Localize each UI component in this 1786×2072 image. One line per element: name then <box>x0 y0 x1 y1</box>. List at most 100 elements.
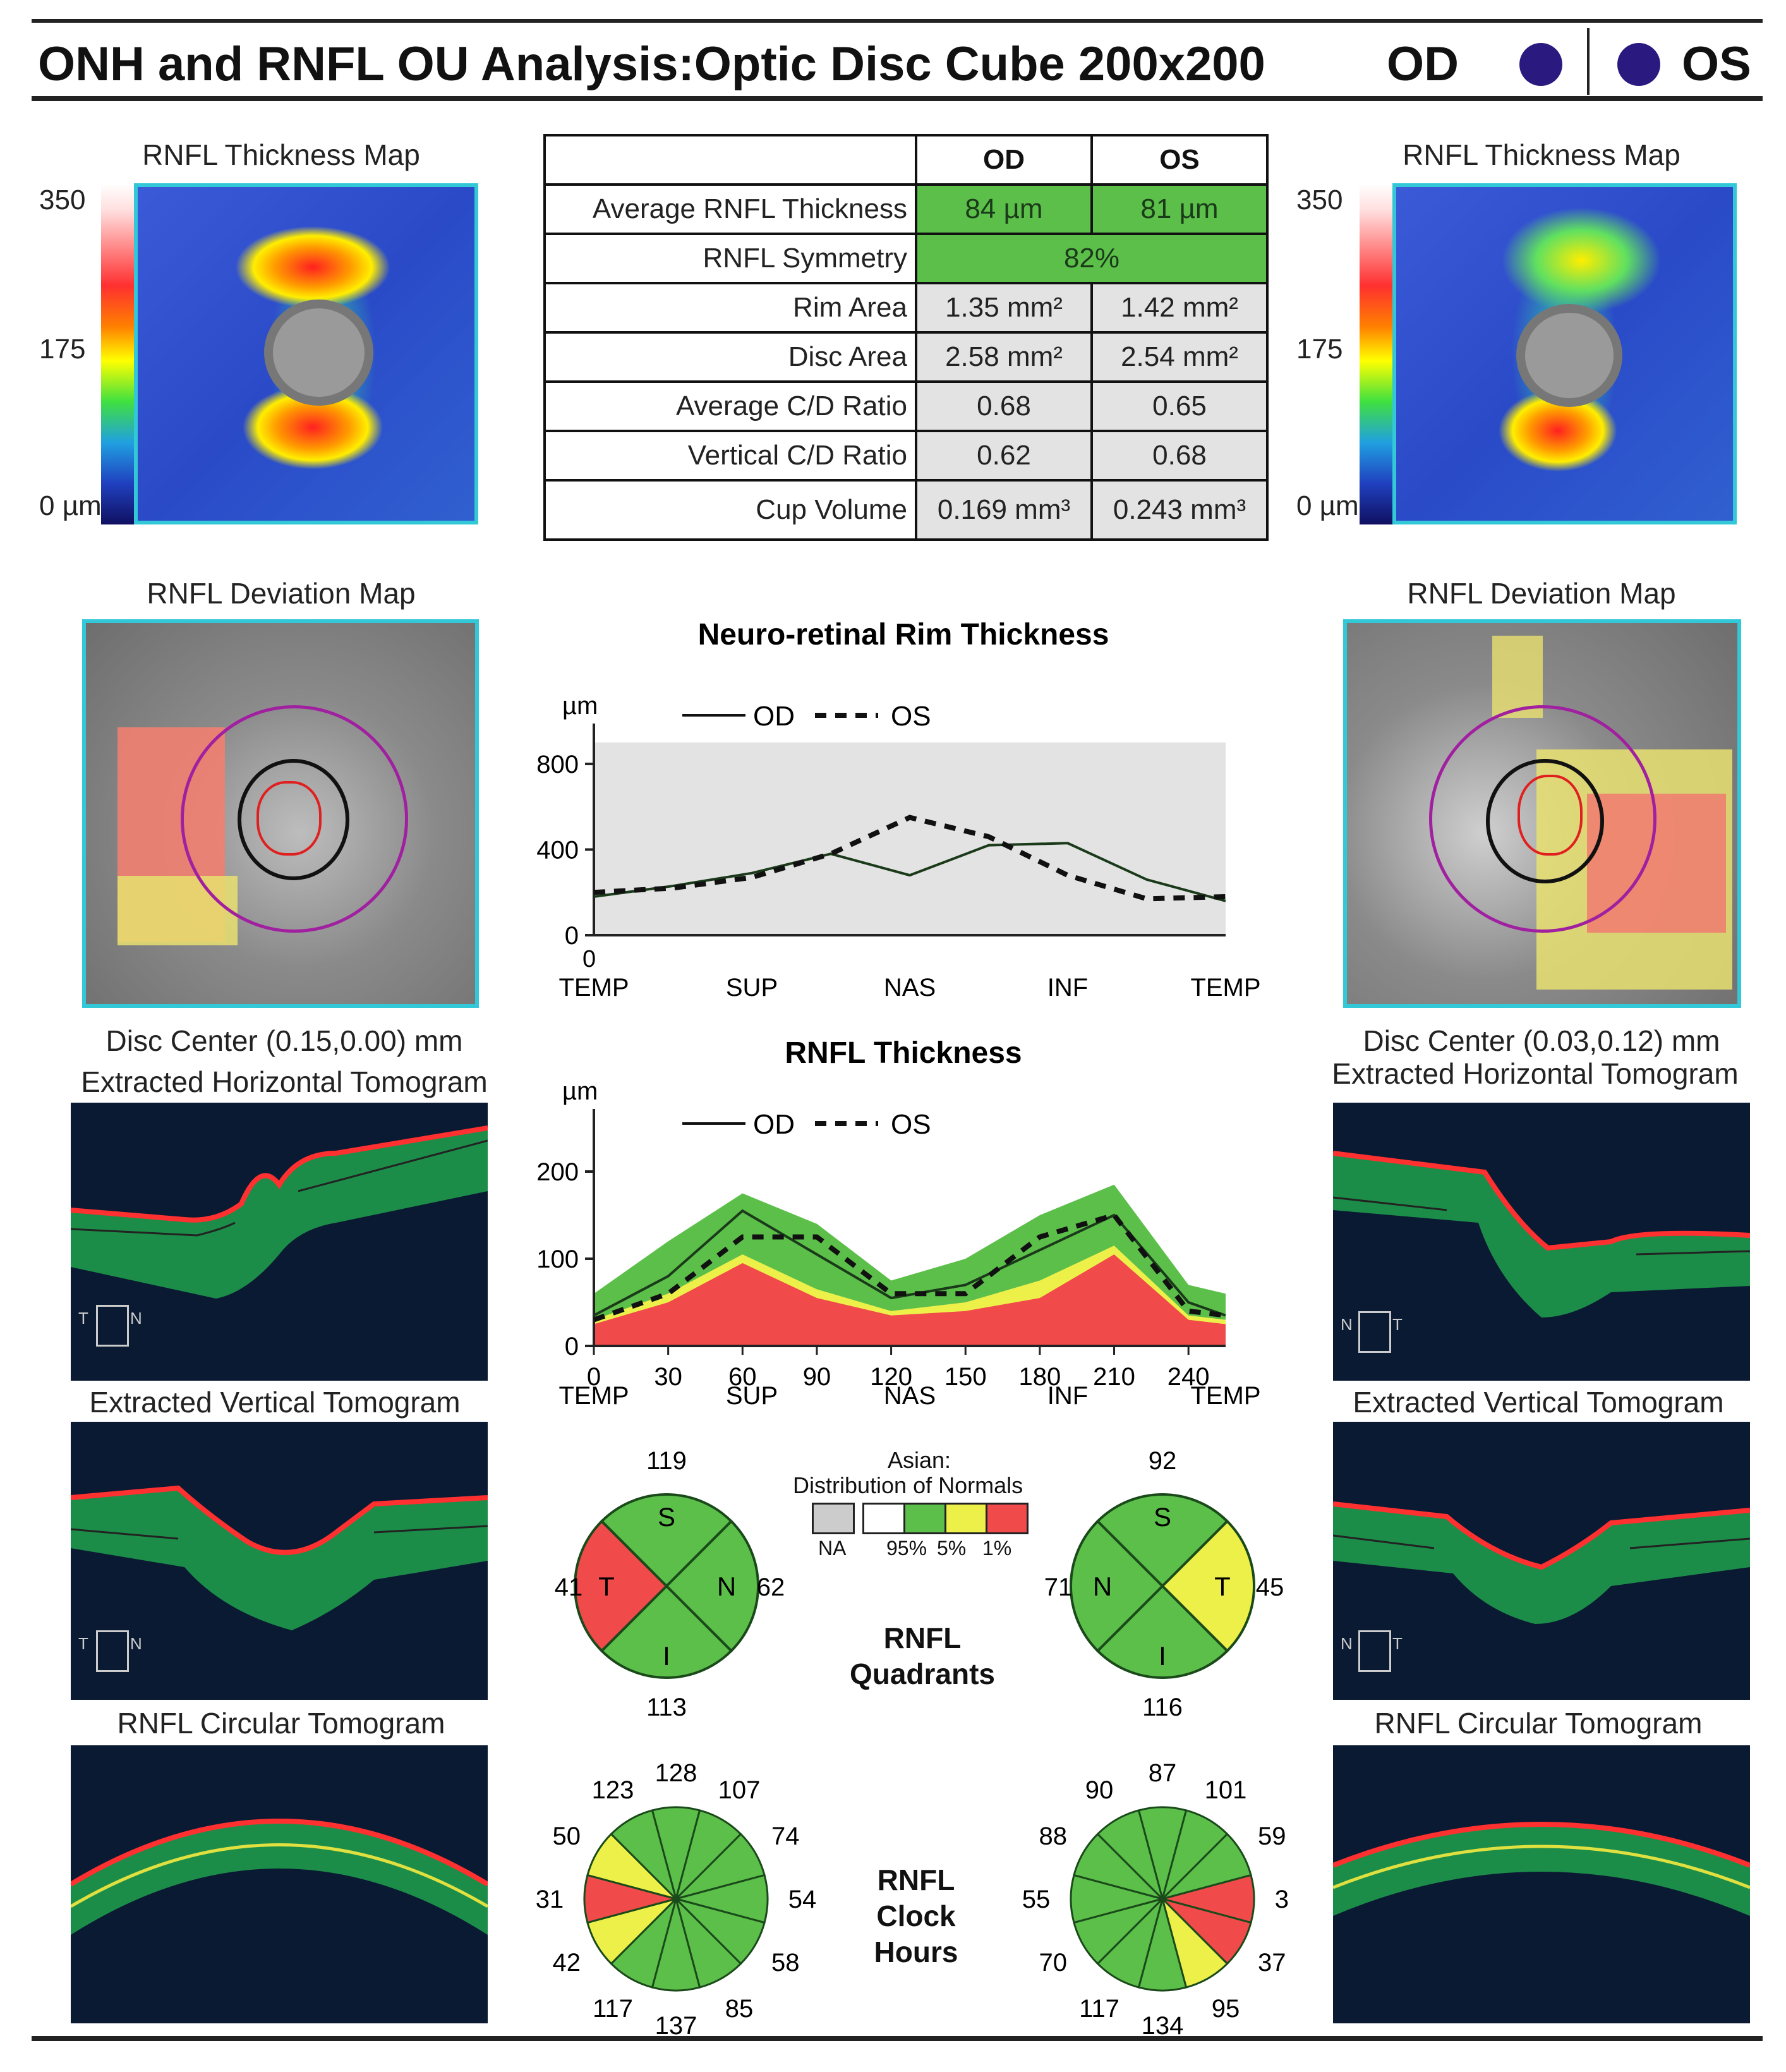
page-title: ONH and RNFL OU Analysis:Optic Disc Cube… <box>38 37 1265 91</box>
x-tick-label: 0 <box>587 1363 601 1391</box>
x-category-label: TEMP <box>1190 1382 1260 1410</box>
od-clock-value: 85 <box>725 1995 754 2023</box>
x-tick-label: 180 <box>1019 1363 1061 1391</box>
x-category-label: NAS <box>884 1382 936 1410</box>
os-clock-value: 101 <box>1205 1776 1247 1804</box>
rnfl-clock-hours: 128 107 74 54 58 85 137 117 42 31 50 123 87 101 59 38 37… <box>536 1759 1289 2040</box>
od-clock-value: 74 <box>771 1822 800 1850</box>
x-tick-label: 30 <box>654 1363 682 1391</box>
y-tick-label: 800 <box>536 751 579 779</box>
metric-label: Vertical C/D Ratio <box>543 430 917 482</box>
od-clock-value: 50 <box>553 1822 581 1850</box>
od-thickness-map-title: RNFL Thickness Map <box>142 138 420 171</box>
os-optic-disc <box>1516 304 1622 407</box>
os-clock-value: 88 <box>1039 1822 1068 1850</box>
os-scale-max: 350 <box>1296 185 1343 215</box>
os-color-scale <box>1360 183 1392 524</box>
table-row: Vertical C/D Ratio 0.62 0.68 <box>543 430 1269 482</box>
metric-od-value: 0.68 <box>915 380 1093 432</box>
os-cup-margin <box>1517 775 1583 856</box>
os-quad-value-t: 45 <box>1256 1573 1284 1601</box>
metric-label: Disc Area <box>543 331 917 383</box>
od-horizontal-tomogram: T N <box>71 1103 488 1381</box>
metric-symmetry-value: 82% <box>915 233 1269 284</box>
x-category-label: TEMP <box>558 1382 629 1410</box>
metric-label: Rim Area <box>543 282 917 334</box>
os-quad-value-i: 116 <box>1142 1693 1183 1721</box>
os-measurement-circle <box>1429 705 1656 933</box>
os-quadrant-sector <box>1161 1519 1255 1653</box>
os-clock-value: 87 <box>1149 1759 1177 1787</box>
os-v-t-label: T <box>1392 1634 1403 1653</box>
os-deviation-map-title: RNFL Deviation Map <box>1407 577 1676 610</box>
table-row: RNFL Symmetry 82% <box>543 233 1269 284</box>
od-quadrant-sector <box>600 1493 733 1588</box>
os-clock-sector <box>1096 1809 1164 1903</box>
x-category-label: INF <box>1047 974 1088 1002</box>
od-scale-mid: 175 <box>39 334 86 365</box>
series-line-os <box>593 815 1226 902</box>
clock-label-3: Hours <box>874 1936 958 1968</box>
od-quadrant-sector-letter: S <box>658 1502 675 1532</box>
x-category-label: INF <box>1047 1382 1088 1410</box>
od-clock-value: 54 <box>788 1886 817 1913</box>
y-tick-label: 200 <box>536 1158 579 1186</box>
os-scale-min: 0 µm <box>1296 490 1359 521</box>
od-scale-max: 350 <box>39 185 86 215</box>
os-clock-value: 134 <box>1142 2012 1184 2040</box>
rim-thickness-chart: Neuro-retinal Rim Thicknessµm80040000TEM… <box>536 618 1260 1002</box>
normals-swatch-red <box>986 1503 1029 1534</box>
od-quadrant-sector-letter: N <box>717 1572 736 1601</box>
os-eye-icon <box>1617 43 1660 86</box>
od-quad-value-s: 119 <box>646 1447 687 1475</box>
rnfl-thickness-chart: RNFL Thickness µm 200 100 00 30 60 90 120 150 180 2… <box>536 1036 1260 1410</box>
quadrants-label-2: Quadrants <box>849 1657 996 1690</box>
os-quadrant-sector-letter: T <box>1214 1572 1231 1601</box>
os-clock-value: 95 <box>1212 1995 1240 2023</box>
od-vertical-orientation-icon <box>96 1630 129 1672</box>
od-clock-value: 107 <box>718 1776 761 1804</box>
od-rnfl-thickness-map <box>134 183 478 524</box>
os-circular-tomogram <box>1333 1745 1750 2023</box>
od-clock-value: 42 <box>553 1949 581 1977</box>
os-v-n-label: N <box>1341 1634 1353 1653</box>
clock-label-1: RNFL <box>877 1863 955 1896</box>
metrics-col-od: OD <box>915 134 1093 186</box>
metric-od-value: 84 µm <box>915 183 1093 235</box>
metric-os-value: 81 µm <box>1090 183 1269 235</box>
series-line-od <box>593 842 1226 902</box>
od-quadrant-sector-letter: T <box>598 1572 615 1601</box>
x-tick-label: 240 <box>1168 1363 1210 1391</box>
normals-swatch-green <box>903 1503 946 1534</box>
os-vertical-tomogram-svg <box>1333 1501 1750 1624</box>
metrics-header-row: OD OS <box>543 134 1269 186</box>
os-thickness-map-title: RNFL Thickness Map <box>1403 138 1680 171</box>
x-category-label: SUP <box>726 1382 778 1410</box>
metric-od-value: 1.35 mm² <box>915 282 1093 334</box>
table-row: Average C/D Ratio 0.68 0.65 <box>543 380 1269 432</box>
od-quadrant-sector-letter: I <box>663 1641 670 1671</box>
normals-label-5: 5% <box>937 1537 967 1560</box>
od-clock-value: 31 <box>536 1886 564 1913</box>
od-quad-value-i: 113 <box>646 1693 687 1721</box>
os-clock-value: 38 <box>1275 1886 1289 1913</box>
os-quadrant-sector <box>1095 1493 1229 1588</box>
od-disc-margin <box>238 759 349 880</box>
os-clock-value: 55 <box>1022 1886 1051 1913</box>
od-scale-min: 0 µm <box>39 490 102 521</box>
x-tick-label: 90 <box>803 1363 831 1391</box>
od-clock-value: 123 <box>592 1776 634 1804</box>
os-disc-margin <box>1486 759 1604 883</box>
y-axis-label: µm <box>562 1077 598 1105</box>
y-tick-label: 0 <box>565 1333 579 1360</box>
metric-label: Average RNFL Thickness <box>543 183 917 235</box>
header: ONH and RNFL OU Analysis:Optic Disc Cube… <box>32 19 1763 101</box>
footer-rule <box>32 2036 1763 2041</box>
metric-od-value: 0.169 mm³ <box>915 479 1093 541</box>
od-rnfl-deviation-map <box>82 619 479 1008</box>
os-quadrant-sector-letter: S <box>1154 1502 1171 1532</box>
od-color-scale <box>101 183 134 524</box>
od-horizontal-tomogram-svg <box>71 1125 488 1299</box>
metrics-table: OD OS Average RNFL Thickness 84 µm 81 µm… <box>543 134 1269 541</box>
os-vertical-tomogram: N T <box>1333 1422 1750 1700</box>
